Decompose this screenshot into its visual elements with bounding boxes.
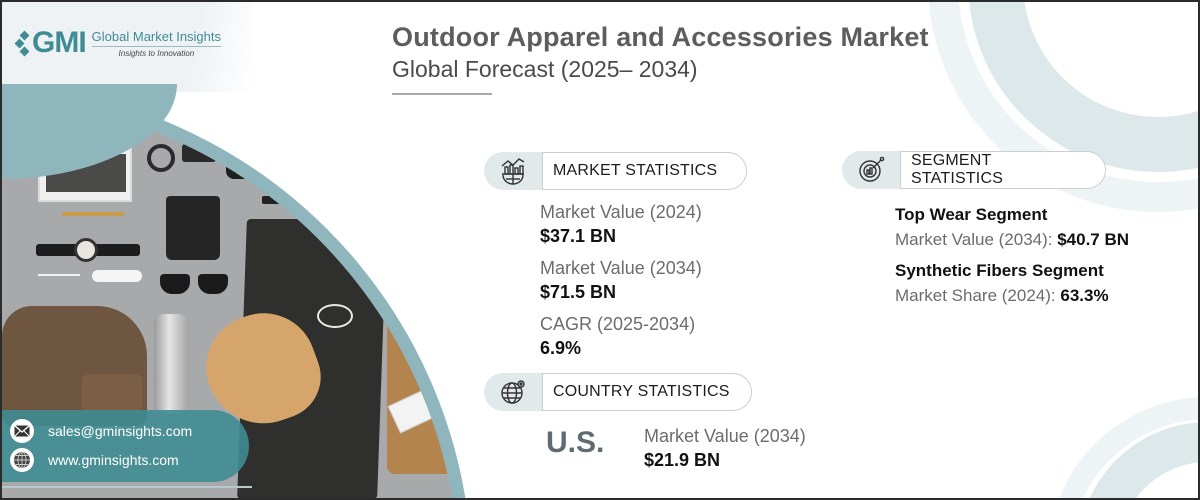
top-wear-metric-value: $40.7 BN bbox=[1057, 230, 1130, 249]
camera-strap-image bbox=[302, 154, 350, 206]
pouch-image bbox=[166, 196, 220, 260]
country-name: U.S. bbox=[546, 426, 605, 459]
email-link[interactable]: sales@gminsights.com bbox=[48, 422, 193, 439]
globe-icon bbox=[10, 447, 34, 472]
synthetic-fibers-segment-title: Synthetic Fibers Segment bbox=[895, 261, 1104, 280]
gmi-logo[interactable]: GMI Global Market Insights Insights to I… bbox=[14, 26, 222, 60]
envelope-icon bbox=[10, 418, 34, 443]
country-metric-value: $21.9 BN bbox=[644, 450, 721, 470]
synthetic-fibers-metric-label: Market Share (2024): bbox=[895, 286, 1061, 305]
top-wear-metric-label: Market Value (2034): bbox=[895, 230, 1058, 249]
brand-name: Global Market Insights bbox=[91, 29, 222, 47]
watch-face-image bbox=[74, 238, 98, 262]
logo-mark: GMI bbox=[32, 26, 87, 59]
top-wear-metric: Market Value (2034): $40.7 BN bbox=[895, 230, 1129, 250]
market-value-2024-label: Market Value (2024) bbox=[540, 202, 702, 222]
chart-globe-icon bbox=[484, 152, 542, 190]
email-row[interactable]: sales@gminsights.com bbox=[10, 416, 249, 445]
page-subtitle: Global Forecast (2025– 2034) bbox=[392, 56, 698, 82]
clip-image bbox=[182, 144, 216, 162]
logo-backdrop bbox=[2, 2, 252, 92]
sunglasses-image bbox=[160, 274, 228, 294]
contact-underline bbox=[2, 486, 252, 488]
synthetic-fibers-metric-value: 63.3% bbox=[1060, 286, 1109, 305]
cagr-label: CAGR (2025-2034) bbox=[540, 314, 696, 334]
country-statistics-header: COUNTRY STATISTICS bbox=[484, 373, 752, 411]
market-statistics-label: MARKET STATISTICS bbox=[553, 162, 718, 179]
pen-image bbox=[62, 212, 124, 216]
usb-drive-image bbox=[262, 196, 294, 204]
lens-filter-image bbox=[147, 144, 175, 172]
country-metric-label: Market Value (2034) bbox=[644, 426, 806, 446]
globe-pin-icon bbox=[484, 373, 542, 411]
cagr-value: 6.9% bbox=[540, 338, 582, 358]
title-divider bbox=[392, 93, 492, 95]
market-value-2034-label: Market Value (2034) bbox=[540, 258, 702, 278]
website-row[interactable]: www.gminsights.com bbox=[10, 445, 249, 474]
top-wear-segment-title: Top Wear Segment bbox=[895, 205, 1048, 224]
target-chart-icon bbox=[842, 151, 900, 189]
brand-tagline: Insights to Innovation bbox=[118, 48, 195, 58]
market-value-2034: $71.5 BN bbox=[540, 282, 617, 302]
market-statistics-header: MARKET STATISTICS bbox=[484, 152, 747, 190]
country-statistics-label: COUNTRY STATISTICS bbox=[553, 383, 730, 400]
camera-lens-image bbox=[228, 144, 264, 176]
logo-diamonds-icon bbox=[14, 30, 30, 57]
segment-statistics-header: SEGMENT STATISTICS bbox=[842, 151, 1106, 189]
jacket-image bbox=[387, 234, 459, 474]
website-link[interactable]: www.gminsights.com bbox=[48, 451, 179, 468]
segment-statistics-label: SEGMENT STATISTICS bbox=[911, 152, 1004, 187]
powerbank-image bbox=[92, 270, 142, 282]
water-bottle-image bbox=[154, 314, 188, 414]
contact-panel: sales@gminsights.com www.gminsights.com bbox=[2, 410, 249, 482]
earphones-image bbox=[317, 304, 353, 328]
stick-image bbox=[38, 274, 80, 276]
synthetic-fibers-metric: Market Share (2024): 63.3% bbox=[895, 286, 1109, 306]
market-value-2024: $37.1 BN bbox=[540, 226, 617, 246]
boot-heel-image bbox=[82, 374, 142, 414]
page-title: Outdoor Apparel and Accessories Market bbox=[392, 22, 929, 52]
